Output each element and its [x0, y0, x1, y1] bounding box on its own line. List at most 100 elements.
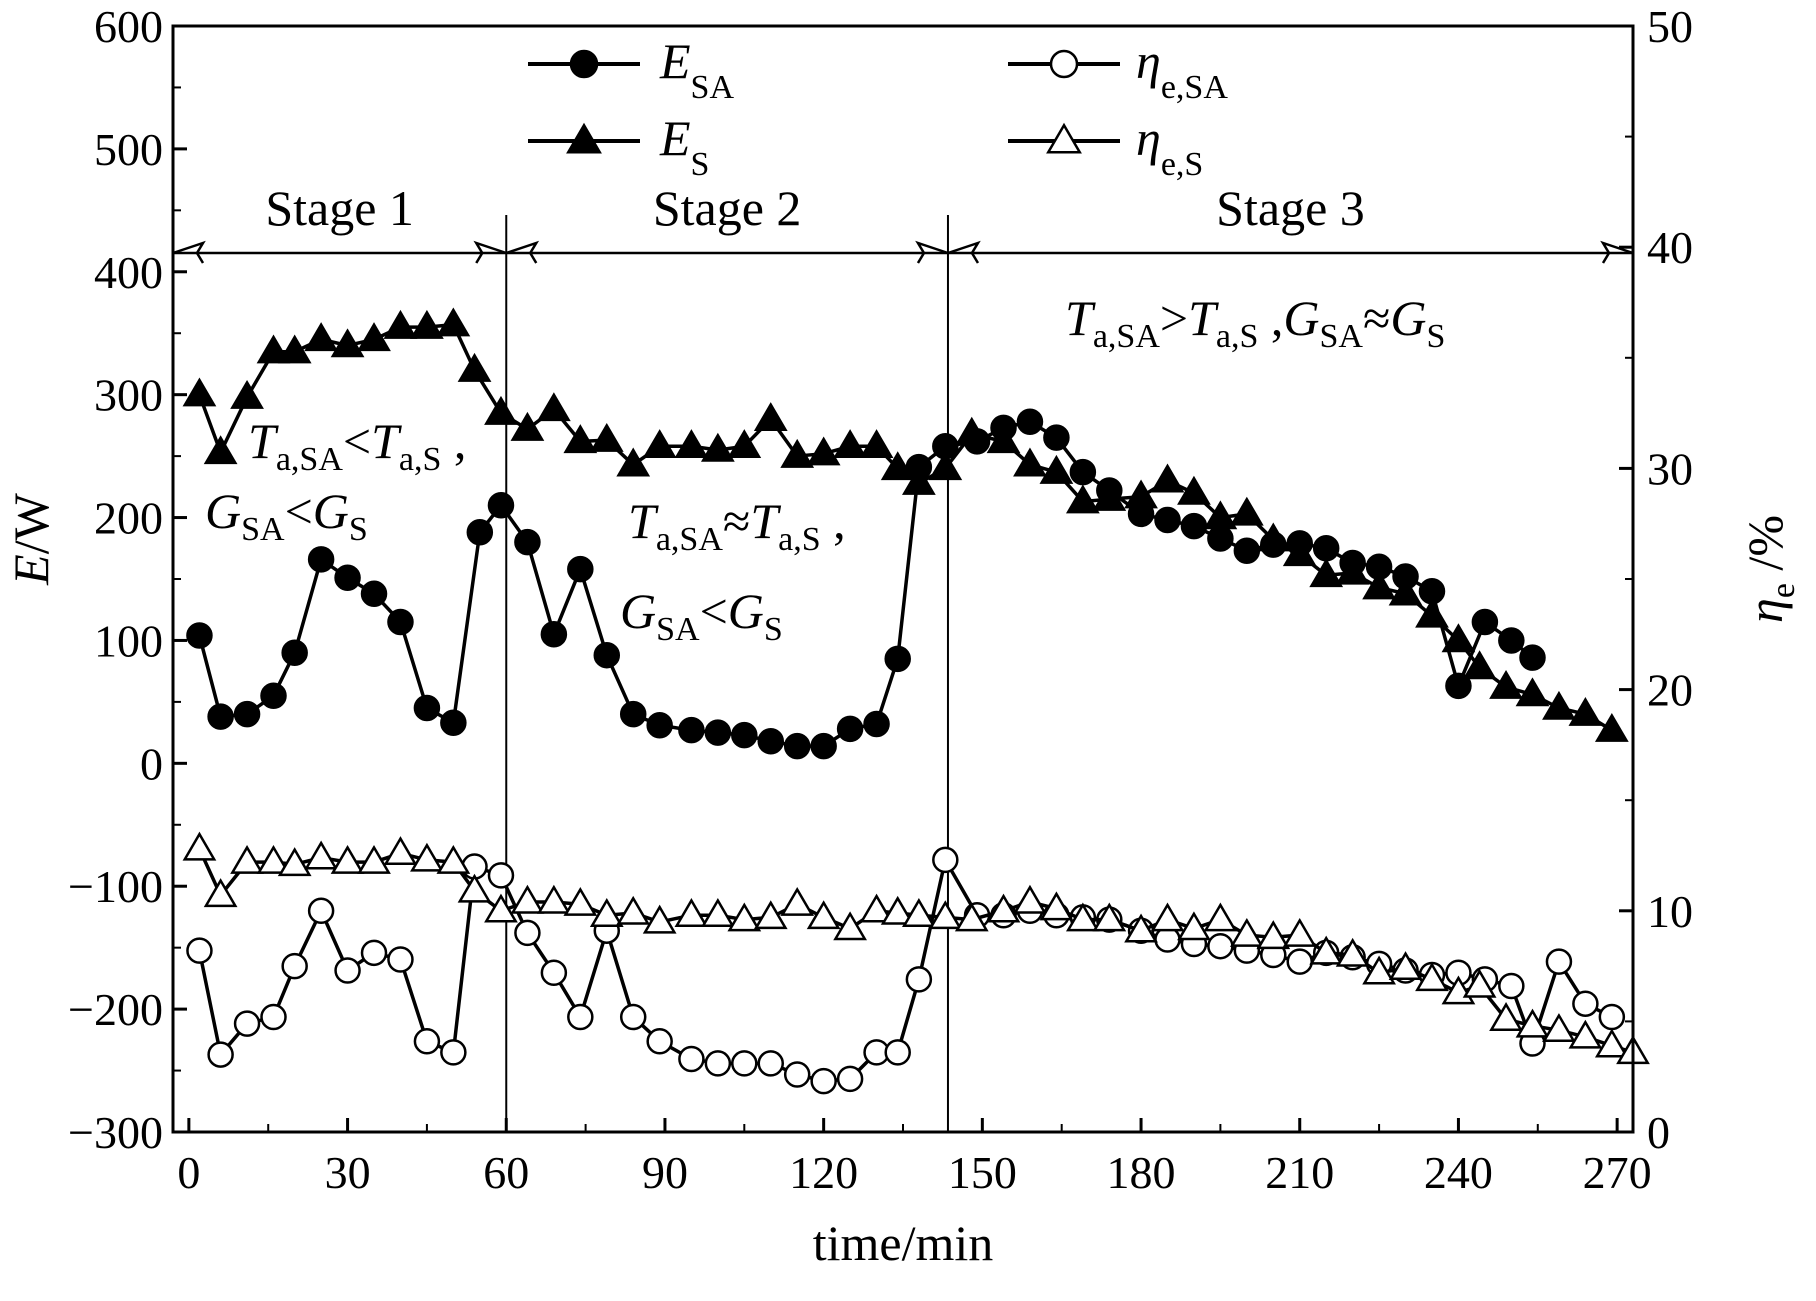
open-triangle-point [1150, 902, 1185, 932]
filled-circle-point [360, 580, 388, 607]
x-axis-title: time/min [813, 1215, 994, 1271]
annotation-stage1-temperature: Ta,SA<Ta,S , [248, 413, 466, 478]
stage-arrowhead [1600, 240, 1634, 264]
open-triangle-point [616, 895, 651, 925]
open-circle-point [514, 919, 541, 947]
series-E_S [182, 307, 1629, 742]
y-left-tick-label: 500 [94, 124, 163, 175]
filled-triangle-point [1039, 454, 1074, 484]
filled-triangle-point [859, 429, 894, 459]
open-triangle-point [536, 884, 571, 914]
open-circle-point [440, 1039, 467, 1066]
open-triangle-point [880, 895, 915, 925]
open-triangle-point [1177, 911, 1211, 941]
filled-triangle-point [674, 429, 709, 459]
filled-triangle-point [1282, 537, 1317, 567]
open-circle-point [905, 966, 933, 993]
open-triangle-point [383, 836, 418, 866]
open-triangle-point [1515, 1008, 1550, 1038]
filled-circle-point [1207, 525, 1234, 552]
stage-layer: Stage 1 Stage 2 Stage 3 [172, 180, 1634, 1132]
open-circle-point [540, 959, 568, 986]
open-triangle-point [1362, 955, 1396, 985]
filled-circle-point [540, 621, 568, 648]
legend-entry: ηe,S [1008, 110, 1203, 183]
filled-triangle-point [203, 435, 238, 465]
annotation-stage3-conditions: Ta,SA>Ta,S ,GSA≈GS [1065, 290, 1445, 355]
open-triangle-point [1462, 968, 1497, 998]
filled-circle-point [1154, 506, 1181, 534]
filled-circle-point [619, 700, 647, 728]
legend-entry: ESA [528, 33, 734, 106]
filled-triangle-point [1335, 555, 1370, 585]
open-triangle-point [436, 844, 471, 874]
open-circle-point [281, 952, 308, 980]
y-left-tick-label: −200 [68, 984, 163, 1035]
open-circle-point [413, 1028, 441, 1055]
filled-circle-point [281, 639, 308, 666]
filled-triangle-point [806, 436, 841, 466]
filled-circle-point [466, 519, 494, 546]
filled-triangle-point [436, 307, 471, 337]
open-circle-point [1598, 1003, 1626, 1031]
filled-triangle-point [1124, 479, 1158, 509]
open-triangle-point [1335, 937, 1370, 967]
open-triangle-point [1256, 920, 1291, 950]
filled-triangle-point [954, 416, 989, 446]
legend-marker [1049, 49, 1079, 79]
filled-triangle-point [700, 432, 735, 462]
open-triangle-point [674, 898, 709, 927]
stage-arrowhead [505, 240, 540, 264]
filled-circle-point [1016, 408, 1044, 435]
y-right-tick-label: 0 [1647, 1107, 1670, 1158]
filled-circle-point [334, 564, 361, 592]
y-left-tick-label: −100 [68, 861, 163, 912]
open-circle-point [334, 957, 361, 984]
open-triangle-point [700, 898, 735, 927]
open-circle-point [1498, 972, 1525, 1000]
filled-circle-point [757, 727, 785, 755]
filled-triangle-point [880, 451, 915, 481]
annotation-stage2-temperature: Ta,SA≈Ta,S , [628, 493, 846, 558]
open-triangle-point [203, 878, 238, 908]
open-circle-point [233, 1010, 261, 1037]
open-triangle-point [928, 900, 963, 930]
y-right-axis-title: ηe /% [1737, 515, 1802, 623]
open-triangle-point [806, 900, 841, 930]
annotation-stage2-irradiance: GSA<GS [620, 583, 783, 648]
open-circle-point [186, 937, 213, 964]
open-triangle-point [642, 904, 677, 934]
legend-marker [1046, 122, 1082, 154]
filled-circle-point [1180, 512, 1208, 540]
y-left-tick-label: 100 [94, 615, 163, 666]
x-tick-label: 90 [642, 1147, 688, 1198]
y-right-tick-label: 10 [1647, 886, 1693, 937]
filled-triangle-point [484, 395, 518, 425]
filled-circle-point [307, 546, 335, 573]
open-circle-point [810, 1067, 837, 1095]
filled-triangle-point [1177, 475, 1211, 505]
filled-triangle-point [780, 438, 815, 468]
y-left-tick-label: 600 [94, 1, 163, 52]
filled-triangle-point [589, 422, 624, 452]
open-triangle-point [277, 847, 312, 877]
stage-arrowhead [172, 240, 206, 264]
open-triangle-point [1542, 1013, 1576, 1042]
open-triangle-point [1092, 902, 1127, 932]
filled-circle-point [1498, 627, 1525, 654]
open-triangle-point [589, 898, 624, 927]
filled-triangle-point [1229, 496, 1264, 526]
legend-label: ES [659, 110, 709, 183]
open-triangle-point [1309, 935, 1344, 965]
y-right-tick-label: 50 [1647, 1, 1693, 52]
y-right-tick-label: 20 [1647, 665, 1693, 716]
filled-triangle-point [1256, 522, 1291, 552]
open-circle-point [836, 1065, 864, 1093]
open-triangle-point [457, 873, 492, 903]
open-circle-point [260, 1003, 287, 1031]
open-triangle-point [1594, 1028, 1629, 1058]
filled-circle-point [593, 641, 621, 669]
y-left-tick-label: 0 [140, 738, 163, 789]
filled-circle-point [1069, 458, 1097, 486]
